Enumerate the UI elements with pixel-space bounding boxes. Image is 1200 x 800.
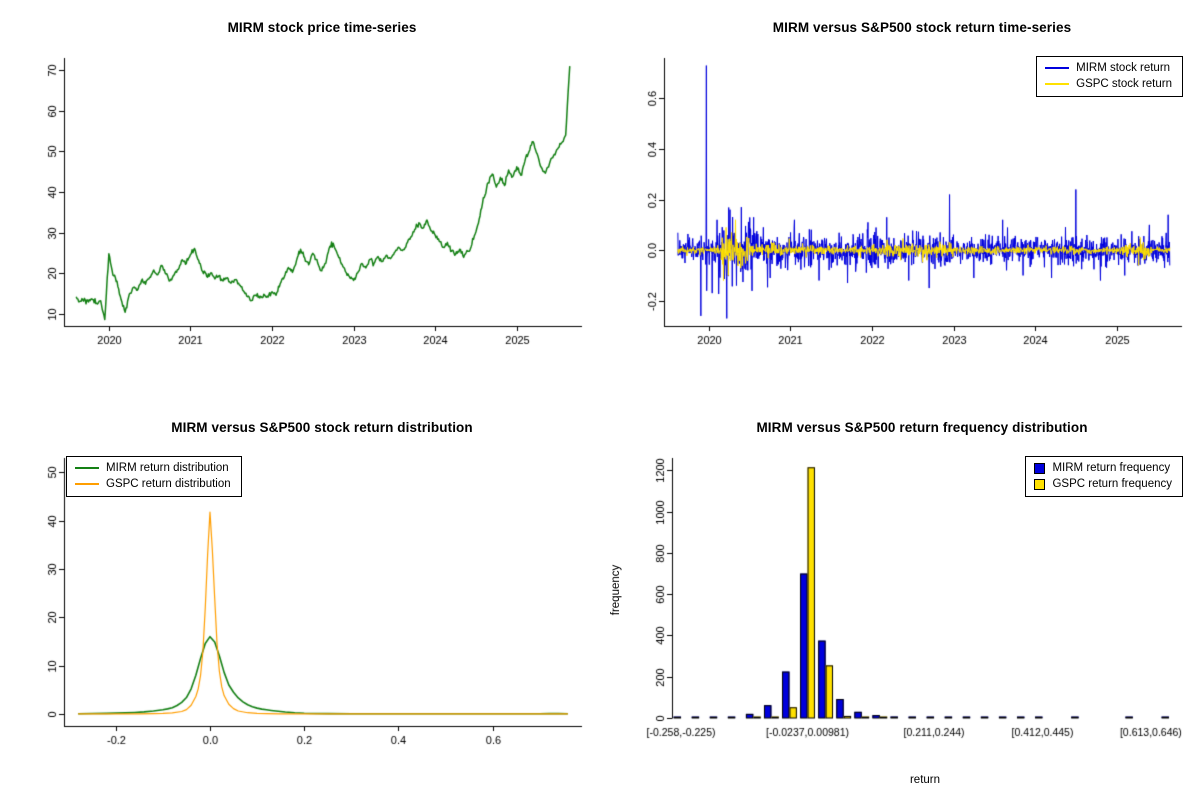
gspc-return-line-swatch — [1045, 83, 1070, 85]
legend-item-gspc-return: GSPC stock return — [1045, 77, 1172, 91]
price-chart-canvas — [0, 0, 600, 400]
legend-item-mirm-density: MIRM return distribution — [75, 461, 231, 475]
return-timeseries-panel: MIRM versus S&P500 stock return time-ser… — [600, 0, 1200, 400]
return-timeseries-title: MIRM versus S&P500 stock return time-ser… — [772, 20, 1072, 35]
price-chart-title: MIRM stock price time-series — [227, 20, 417, 35]
return-distribution-legend: MIRM return distribution GSPC return dis… — [66, 456, 242, 497]
legend-item-mirm-return: MIRM stock return — [1045, 61, 1172, 75]
legend-item-mirm-frequency: MIRM return frequency — [1034, 461, 1172, 475]
gspc-frequency-box-swatch — [1034, 478, 1046, 490]
return-timeseries-legend: MIRM stock return GSPC stock return — [1036, 56, 1183, 97]
return-frequency-legend: MIRM return frequency GSPC return freque… — [1025, 456, 1183, 497]
legend-label: GSPC stock return — [1076, 78, 1172, 90]
return-frequency-panel: MIRM versus S&P500 return frequency dist… — [600, 400, 1200, 800]
mirm-frequency-box-swatch — [1034, 462, 1046, 474]
legend-item-gspc-frequency: GSPC return frequency — [1034, 477, 1172, 491]
return-distribution-title: MIRM versus S&P500 stock return distribu… — [171, 420, 473, 435]
y-axis-label-frequency: frequency — [610, 564, 622, 616]
x-axis-label-return: return — [909, 774, 941, 786]
price-chart-panel: MIRM stock price time-series — [0, 0, 600, 400]
return-frequency-title: MIRM versus S&P500 return frequency dist… — [756, 420, 1088, 435]
mirm-return-line-swatch — [1045, 67, 1070, 69]
legend-label: MIRM return distribution — [106, 462, 229, 474]
legend-label: MIRM stock return — [1076, 62, 1171, 74]
return-distribution-panel: MIRM versus S&P500 stock return distribu… — [0, 400, 600, 800]
mirm-density-line-swatch — [75, 467, 99, 469]
gspc-density-line-swatch — [75, 483, 99, 485]
legend-label: GSPC return distribution — [106, 478, 231, 490]
legend-item-gspc-density: GSPC return distribution — [75, 477, 231, 491]
legend-label: GSPC return frequency — [1052, 478, 1172, 490]
legend-label: MIRM return frequency — [1052, 462, 1171, 474]
